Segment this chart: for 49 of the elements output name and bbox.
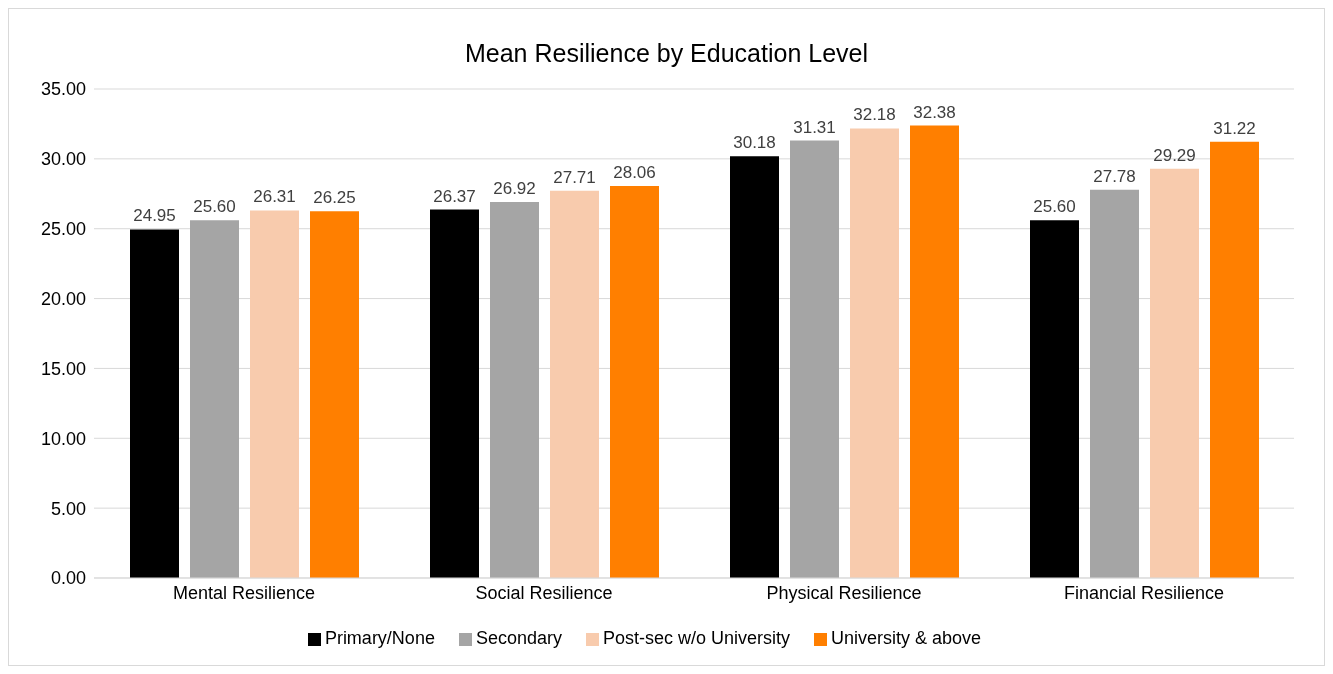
y-tick-label: 5.00 <box>50 498 86 519</box>
bar <box>610 185 659 578</box>
y-tick-label: 10.00 <box>40 428 86 449</box>
legend-label: Post-sec w/o University <box>602 628 791 648</box>
data-label: 32.18 <box>853 105 896 125</box>
bar <box>250 210 299 578</box>
bar <box>790 140 839 578</box>
y-tick-label: 25.00 <box>40 219 86 240</box>
x-tick-label: Financial Resilience <box>1063 582 1225 603</box>
bar <box>850 128 899 578</box>
data-label: 31.31 <box>793 117 836 137</box>
x-tick-label: Social Resilience <box>475 582 613 603</box>
data-label: 26.31 <box>253 187 296 207</box>
legend-label: Primary/None <box>324 628 435 648</box>
data-label: 25.60 <box>1033 197 1076 217</box>
bar <box>1030 220 1079 578</box>
bar <box>730 156 779 578</box>
bar <box>1090 189 1139 578</box>
data-label: 27.78 <box>1093 166 1136 186</box>
bar <box>190 220 239 578</box>
bar <box>430 209 479 578</box>
data-label: 26.92 <box>493 178 536 198</box>
data-label: 26.37 <box>433 186 476 206</box>
data-label: 25.60 <box>193 197 236 217</box>
data-label: 32.38 <box>913 102 956 122</box>
data-label: 28.06 <box>613 162 656 182</box>
data-label: 29.29 <box>1153 145 1196 165</box>
bar <box>910 125 959 578</box>
bar <box>130 229 179 578</box>
y-tick-label: 15.00 <box>40 358 86 379</box>
bar <box>1150 168 1199 578</box>
chart-title: Mean Resilience by Education Level <box>464 38 869 69</box>
y-tick-label: 20.00 <box>40 288 86 309</box>
data-label: 30.18 <box>733 133 776 153</box>
bar <box>310 211 359 578</box>
x-tick-label: Mental Resilience <box>172 582 316 603</box>
x-tick-label: Physical Resilience <box>766 582 922 603</box>
y-tick-label: 35.00 <box>40 79 86 100</box>
data-label: 27.71 <box>553 167 596 187</box>
bar <box>1210 141 1259 578</box>
legend-label: Secondary <box>475 628 562 648</box>
y-tick-label: 30.00 <box>40 149 86 170</box>
data-label: 24.95 <box>133 206 176 226</box>
bar <box>490 201 539 578</box>
bar <box>550 190 599 578</box>
legend-label: University & above <box>831 628 982 648</box>
y-tick-label: 0.00 <box>50 568 86 589</box>
data-label: 31.22 <box>1213 118 1256 138</box>
data-label: 26.25 <box>313 188 356 208</box>
